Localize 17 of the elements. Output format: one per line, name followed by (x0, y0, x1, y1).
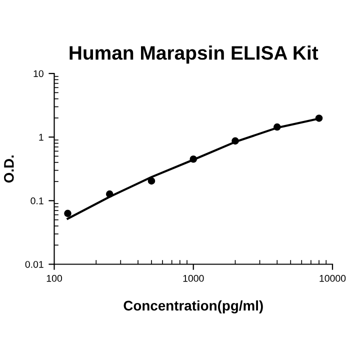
point (232, 137, 239, 145)
x-tick-label: 10000 (320, 274, 346, 282)
chart-title: Human Marapsin ELISA Kit (70, 46, 318, 64)
point (190, 155, 198, 163)
point (315, 114, 323, 122)
y-axis-title: O.D. (4, 156, 14, 183)
y-tick-label: 0.1 (30, 197, 44, 204)
x-axis-title: Concentration(pg/ml) (124, 300, 263, 314)
y-tick-label: 0.01 (25, 260, 44, 268)
y-tick-label: 1 (39, 134, 44, 141)
point (273, 123, 281, 131)
point (64, 210, 72, 218)
point (148, 177, 156, 185)
x-tick-label: 1000 (183, 274, 204, 282)
y-tick-label: 10 (34, 70, 44, 78)
point (106, 190, 114, 198)
x-tick-label: 100 (46, 274, 62, 282)
